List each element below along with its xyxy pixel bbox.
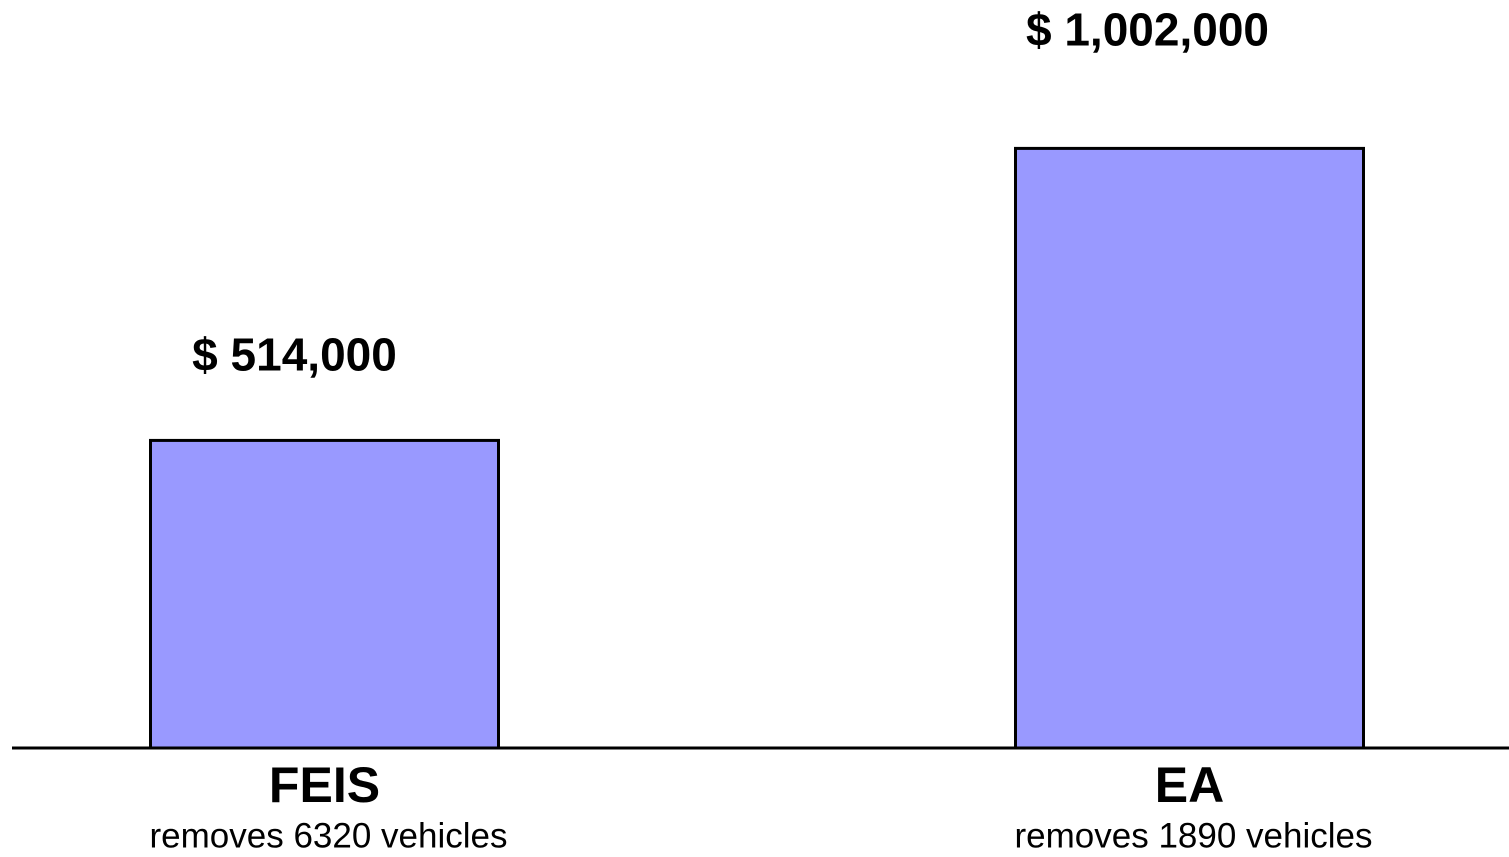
bar bbox=[149, 438, 500, 750]
bar bbox=[1014, 146, 1365, 750]
value-label: $ 1,002,000 bbox=[1026, 4, 1269, 56]
category-label: FEIS bbox=[269, 757, 380, 813]
category-label: EA bbox=[1155, 757, 1224, 813]
category-note: removes 1890 vehicles bbox=[1015, 816, 1373, 855]
value-label: $ 514,000 bbox=[192, 329, 397, 381]
category-note: removes 6320 vehicles bbox=[150, 816, 508, 855]
